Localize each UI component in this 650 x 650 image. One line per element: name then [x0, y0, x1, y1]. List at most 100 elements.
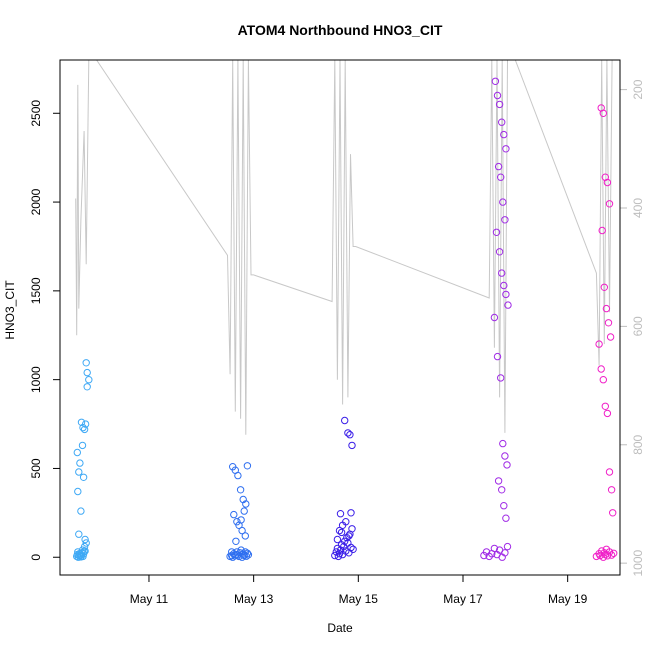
data-point	[498, 269, 506, 277]
data-point	[497, 374, 505, 382]
data-point	[342, 518, 350, 526]
data-point	[604, 319, 613, 327]
x-tick-label: May 13	[234, 592, 274, 606]
data-point	[81, 420, 90, 428]
data-point	[493, 91, 502, 100]
data-point	[341, 416, 349, 425]
data-points-layer	[73, 77, 618, 561]
data-point	[75, 468, 83, 476]
plot-frame	[59, 59, 621, 576]
data-point	[504, 301, 512, 309]
data-point	[228, 548, 236, 556]
data-point	[347, 543, 355, 552]
data-point	[74, 487, 82, 496]
data-point	[335, 526, 344, 535]
data-point	[502, 514, 510, 522]
data-point	[499, 198, 507, 206]
data-point	[85, 376, 93, 384]
data-point	[235, 552, 243, 561]
data-point	[347, 509, 355, 517]
y-tick-label: 1000	[29, 366, 43, 393]
x-tick-label: May 11	[130, 592, 169, 606]
data-point	[77, 507, 85, 515]
data-point	[81, 547, 89, 555]
axes-layer: May 11 May 13 May 15 May 17 May 19 0 500 1000 15…	[29, 79, 645, 606]
data-point	[595, 340, 603, 348]
data-point	[75, 530, 83, 538]
data-point	[500, 281, 508, 290]
data-point	[497, 173, 505, 181]
data-point	[237, 546, 245, 554]
data-point	[345, 532, 353, 540]
data-point	[344, 429, 352, 437]
data-point	[349, 545, 357, 553]
data-point	[233, 548, 241, 556]
y2-tick-label: 800	[631, 434, 645, 454]
data-point	[499, 439, 507, 448]
data-point	[335, 550, 344, 558]
data-point	[503, 542, 512, 551]
data-point	[340, 542, 348, 551]
data-point	[605, 468, 614, 476]
data-point	[605, 200, 614, 208]
data-point	[79, 473, 88, 481]
data-point	[500, 130, 508, 139]
data-point	[348, 525, 356, 533]
chart-title: ATOM4 Northbound HNO3_CIT	[238, 22, 443, 38]
data-point	[601, 402, 609, 410]
data-point	[233, 518, 241, 526]
data-point	[501, 216, 509, 224]
data-point	[491, 77, 500, 86]
data-point	[237, 516, 245, 524]
data-point	[490, 313, 499, 322]
data-point	[80, 425, 89, 434]
data-point	[610, 549, 618, 557]
data-point	[503, 461, 511, 469]
data-point	[346, 431, 354, 439]
data-point	[607, 551, 616, 559]
data-point	[495, 100, 504, 109]
data-point	[77, 418, 86, 426]
data-point	[348, 441, 356, 450]
data-point	[599, 376, 607, 384]
data-point	[598, 226, 606, 235]
data-point	[603, 552, 612, 560]
data-point	[83, 383, 91, 391]
data-point	[73, 448, 82, 457]
pressure-profile-layer	[75, 59, 615, 435]
data-point	[80, 542, 89, 551]
data-point	[336, 510, 345, 518]
data-point	[78, 441, 87, 450]
y-tick-label: 2000	[29, 188, 43, 215]
data-point	[83, 368, 91, 377]
y2-tick-label: 400	[631, 198, 645, 218]
y-tick-label: 1500	[29, 277, 43, 304]
data-point	[232, 537, 240, 545]
data-point	[600, 283, 608, 291]
y-tick-label: 0	[29, 554, 43, 561]
data-point	[82, 359, 90, 367]
data-point	[243, 549, 252, 557]
data-point	[230, 510, 238, 519]
x-axis-label: Date	[327, 621, 353, 635]
y-tick-label: 500	[29, 458, 43, 478]
data-point	[606, 333, 615, 341]
y2-tick-label: 200	[631, 79, 645, 99]
data-point	[494, 477, 503, 485]
data-point	[333, 535, 342, 544]
data-point	[597, 365, 605, 373]
pressure-profile-line	[75, 59, 615, 435]
data-point	[240, 507, 248, 515]
data-point	[82, 539, 90, 547]
data-point	[241, 532, 250, 540]
data-point	[234, 471, 242, 480]
data-point	[337, 528, 346, 537]
data-point	[607, 486, 616, 494]
data-point	[602, 304, 611, 313]
data-point	[238, 526, 246, 535]
data-point	[331, 551, 339, 560]
data-point	[599, 109, 607, 118]
data-point	[495, 248, 504, 256]
data-point	[502, 145, 510, 153]
